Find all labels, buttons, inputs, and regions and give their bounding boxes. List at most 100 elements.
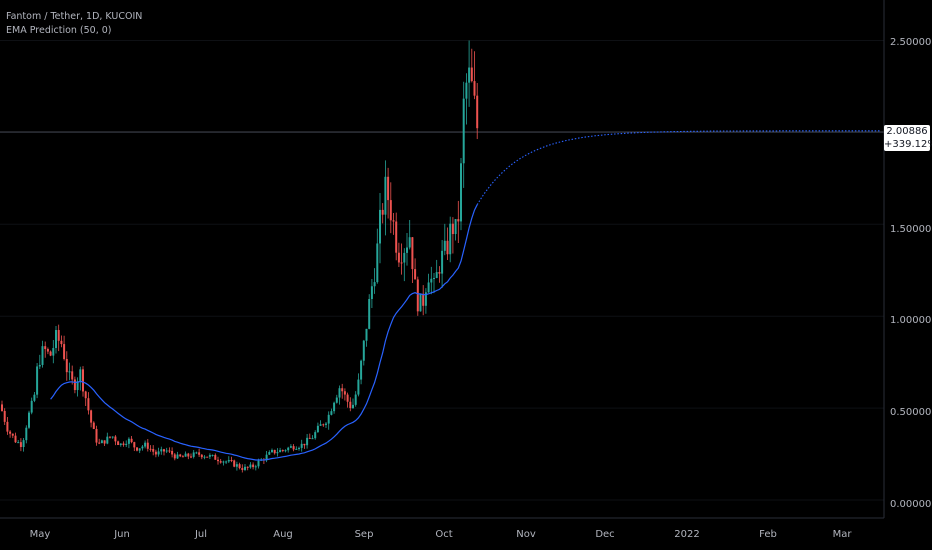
- candle-body: [219, 461, 222, 463]
- candle-body: [295, 448, 298, 450]
- time-tick-mar: Mar: [833, 529, 853, 540]
- candle-body: [268, 452, 271, 455]
- candle-body: [68, 371, 71, 373]
- candle-body: [103, 440, 106, 444]
- time-tick-jul: Jul: [194, 529, 207, 540]
- candle-body: [244, 466, 246, 470]
- candle-body: [109, 436, 111, 438]
- candle-body: [416, 279, 419, 312]
- candle-body: [449, 223, 452, 255]
- candle-body: [465, 82, 468, 99]
- time-tick-may: May: [30, 529, 51, 540]
- candle-body: [60, 340, 63, 345]
- candle-body: [165, 450, 168, 452]
- candle-body: [141, 446, 144, 449]
- symbol-title[interactable]: Fantom / Tether, 1D, KUCOIN: [6, 11, 143, 22]
- candle-body: [203, 456, 206, 458]
- ema-prediction-line: [476, 130, 880, 205]
- candle-body: [111, 436, 114, 438]
- candle-body: [36, 366, 39, 395]
- candle-body: [365, 328, 368, 341]
- candle-body: [254, 466, 257, 468]
- candle-body: [168, 450, 171, 452]
- candle-body: [308, 437, 311, 439]
- candle-body: [349, 401, 352, 409]
- candle-body: [214, 454, 217, 460]
- indicator-title[interactable]: EMA Prediction (50, 0): [6, 25, 112, 36]
- candle-body: [44, 346, 47, 350]
- candle-body: [319, 424, 322, 426]
- candle-body: [106, 436, 109, 444]
- candle-body: [362, 340, 365, 361]
- candle-body: [249, 464, 252, 468]
- candle-body: [330, 411, 333, 415]
- candle-body: [152, 449, 155, 452]
- candle-body: [435, 272, 438, 278]
- candle-body: [184, 453, 187, 457]
- candle-body: [144, 442, 147, 447]
- candle-body: [235, 464, 238, 467]
- candle-body: [400, 262, 403, 264]
- candle-body: [222, 461, 225, 463]
- candle-body: [433, 277, 435, 279]
- candle-body: [352, 404, 354, 409]
- time-tick-dec: Dec: [595, 529, 614, 540]
- candle-body: [17, 442, 20, 444]
- candle-body: [181, 456, 184, 458]
- candle-body: [211, 454, 214, 456]
- candle-body: [376, 243, 379, 283]
- price-axis[interactable]: 2.50000 1.50000 1.00000 0.50000 0.00000: [890, 37, 931, 510]
- candle-body: [368, 299, 371, 329]
- candle-body: [316, 425, 319, 433]
- candle-body: [241, 468, 244, 470]
- candle-body: [200, 454, 203, 458]
- candle-body: [384, 176, 387, 215]
- candle-body: [179, 454, 182, 457]
- candle-body: [403, 252, 406, 263]
- candle-body: [114, 436, 117, 442]
- candle-body: [468, 67, 471, 83]
- candle-body: [173, 454, 176, 459]
- candle-body: [3, 410, 6, 422]
- candle-body: [287, 447, 290, 451]
- candle-body: [460, 163, 462, 222]
- candle-body: [357, 379, 360, 395]
- candle-body: [473, 81, 476, 96]
- candles: [1, 40, 479, 473]
- candle-body: [322, 424, 325, 426]
- candle-body: [49, 351, 52, 356]
- candle-body: [279, 450, 282, 453]
- candle-body: [25, 427, 28, 441]
- candle-body: [424, 292, 427, 306]
- candle-body: [311, 438, 314, 440]
- candle-body: [14, 435, 17, 443]
- candle-body: [92, 422, 95, 429]
- time-axis[interactable]: May Jun Jul Aug Sep Oct Nov Dec 2022 Feb…: [30, 529, 853, 540]
- candle-body: [314, 432, 317, 439]
- candle-body: [146, 442, 149, 449]
- candle-body: [57, 330, 60, 341]
- candle-body: [73, 379, 76, 391]
- candle-body: [406, 247, 408, 253]
- time-tick-nov: Nov: [516, 529, 536, 540]
- ema-line: [50, 204, 478, 461]
- candle-body: [122, 443, 125, 445]
- candle-body: [373, 282, 376, 287]
- candle-body: [462, 98, 465, 164]
- candle-body: [100, 440, 103, 444]
- time-tick-oct: Oct: [435, 529, 452, 540]
- candle-body: [195, 452, 198, 454]
- candle-body: [276, 452, 279, 454]
- candle-body: [171, 450, 174, 455]
- candle-body: [346, 394, 349, 402]
- candle-body: [154, 451, 157, 455]
- candle-body: [443, 240, 446, 251]
- candle-body: [230, 459, 233, 461]
- candle-body: [30, 400, 33, 413]
- candle-body: [117, 441, 120, 446]
- candle-body: [298, 447, 300, 449]
- candle-body: [192, 452, 195, 457]
- time-tick-sep: Sep: [355, 529, 374, 540]
- candle-body: [19, 442, 22, 447]
